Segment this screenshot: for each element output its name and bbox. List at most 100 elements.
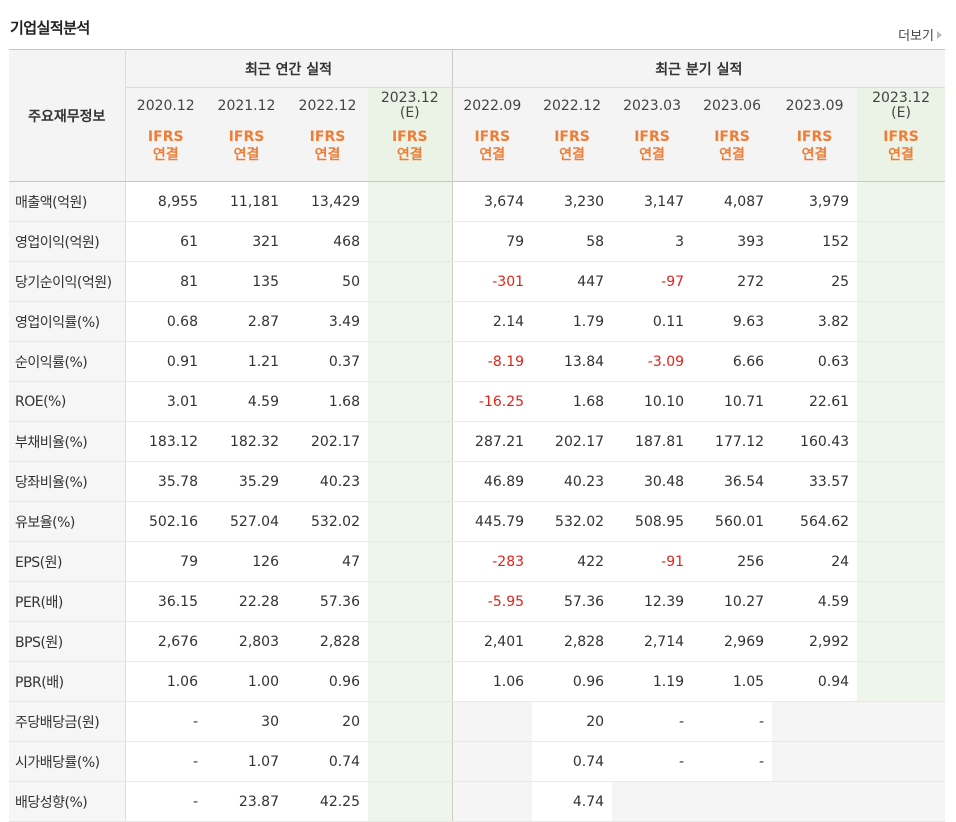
basis-label: 연결 [639,147,665,163]
value-cell [368,461,453,502]
value-cell: 2.87 [206,301,287,342]
period-label: 2022.12 [298,98,357,114]
table-row: 순이익률(%) 0.91 1.21 0.37 -8.19 13.84 -3.09 6.66 0.… [9,341,946,382]
basis-label: 연결 [314,147,341,163]
row-label: 부채비율(%) [9,421,126,462]
more-link[interactable]: 더보기 [898,25,942,44]
value-cell [368,741,453,782]
value-cell: 46.89 [452,461,533,502]
value-cell [857,421,946,462]
value-cell: 3.49 [287,301,368,342]
basis-label: 연결 [396,147,423,163]
period-header: 2022.12 [287,87,368,124]
value-cell: 2,676 [125,621,206,662]
value-cell: 1.05 [692,661,773,702]
value-cell: 58 [532,221,613,262]
accounting-standard: IFRS 연결 [532,124,613,182]
row-label: 당좌비율(%) [9,461,126,502]
value-cell: 20 [532,701,613,742]
period-header: 2023.03 [612,87,693,124]
value-cell: 6.66 [692,341,773,382]
row-label: 영업이익(억원) [9,221,126,262]
table-row: ROE(%) 3.01 4.59 1.68 -16.25 1.68 10.10 10.71 22… [9,381,946,422]
row-label: 순이익률(%) [9,341,126,382]
period-label: 2021.12 [217,98,276,114]
row-label: 시가배당률(%) [9,741,126,782]
value-cell: 10.71 [692,381,773,422]
value-cell: 22.28 [206,581,287,622]
value-cell: 532.02 [287,501,368,542]
table-row: PBR(배) 1.06 1.00 0.96 1.06 0.96 1.19 1.05 0.94 [9,661,946,702]
value-cell: 532.02 [532,501,613,542]
table-row: 배당성향(%) -23.87 42.25 4.74 [9,781,946,822]
accounting-standard: IFRS 연결 [206,124,287,182]
table-row: EPS(원) 79 126 47 -283 422 -91 256 24 [9,541,946,582]
value-cell: 1.00 [206,661,287,702]
basis-label: 연결 [719,147,745,163]
standard-label: IFRS [147,129,184,145]
value-cell [452,701,533,742]
basis-label: 연결 [233,147,260,163]
value-cell: 9.63 [692,301,773,342]
value-cell [612,781,693,822]
value-cell: 1.07 [206,741,287,782]
period-label: 2023.06 [703,98,761,114]
row-label: BPS(원) [9,621,126,662]
value-cell [857,341,946,382]
value-cell: 13,429 [287,181,368,222]
period-header: 2023.06 [692,87,773,124]
value-cell: 79 [125,541,206,582]
period-label: 2020.12 [136,98,195,114]
value-cell [368,781,453,822]
row-label: 배당성향(%) [9,781,126,822]
period-label: 2022.12 [543,98,601,114]
value-cell: 22.61 [772,381,858,422]
value-cell: 1.06 [125,661,206,702]
value-cell [857,181,946,222]
value-cell [368,541,453,582]
value-cell: 2,828 [532,621,613,662]
basis-label: 연결 [152,147,179,163]
value-cell: 160.43 [772,421,858,462]
accounting-standard: IFRS 연결 [857,124,946,182]
value-cell [857,461,946,502]
value-cell: 11,181 [206,181,287,222]
value-cell: 0.91 [125,341,206,382]
value-cell: 33.57 [772,461,858,502]
value-cell: 0.74 [532,741,613,782]
value-cell: 36.54 [692,461,773,502]
value-cell: 2,714 [612,621,693,662]
standard-label: IFRS [714,129,750,145]
value-cell: -8.19 [452,341,533,382]
value-cell: 2,992 [772,621,858,662]
standard-label: IFRS [634,129,670,145]
value-cell: 1.21 [206,341,287,382]
standard-label: IFRS [474,129,511,145]
value-cell: 2,969 [692,621,773,662]
value-cell: 321 [206,221,287,262]
standard-label: IFRS [309,129,346,145]
value-cell: 0.96 [287,661,368,702]
standard-label: IFRS [883,129,919,145]
row-header: 주요재무정보 [9,49,126,182]
period-header: 2022.09 [452,87,533,124]
financial-table: 주요재무정보 최근 연간 실적 최근 분기 실적 2020.12 2021.12 2… [9,49,946,822]
value-cell: 2.14 [452,301,533,342]
table-row: 영업이익(억원) 61 321 468 79 58 3 393 152 [9,221,946,262]
value-cell: 256 [692,541,773,582]
value-cell: 20 [287,701,368,742]
value-cell [452,781,533,822]
value-cell: 79 [452,221,533,262]
table-row: PER(배) 36.15 22.28 57.36 -5.95 57.36 12.39 10.2… [9,581,946,622]
table-row: 유보율(%) 502.16 527.04 532.02 445.79 532.02 508.… [9,501,946,542]
value-cell [857,501,946,542]
value-cell: -97 [612,261,693,302]
value-cell: 47 [287,541,368,582]
value-cell: 3,979 [772,181,858,222]
value-cell: - [692,741,773,782]
quarter-header: 최근 분기 실적 [452,49,946,88]
value-cell [368,261,453,302]
value-cell [368,181,453,222]
value-cell: 57.36 [287,581,368,622]
value-cell: 527.04 [206,501,287,542]
